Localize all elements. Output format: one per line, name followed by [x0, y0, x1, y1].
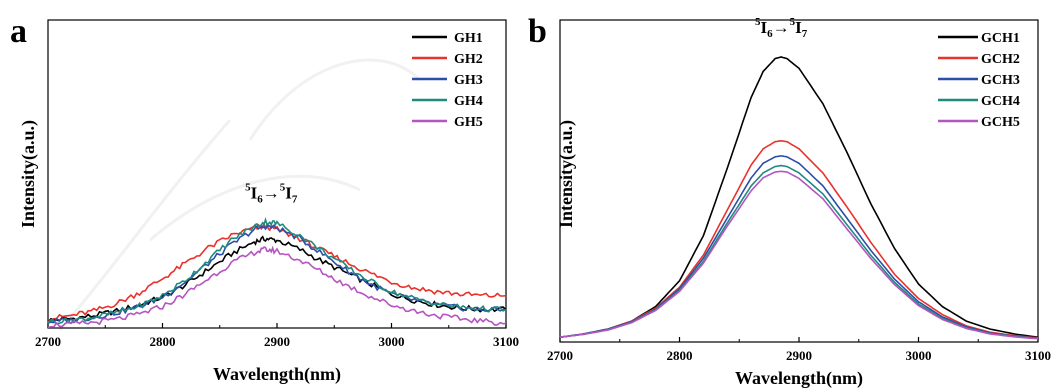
series-line-gh1 — [47, 235, 507, 323]
x-tick-label: 3100 — [1025, 348, 1051, 363]
legend-label: GCH1 — [981, 31, 1020, 46]
x-tick-label: 3000 — [379, 334, 405, 349]
x-tick-label: 2800 — [150, 334, 176, 349]
x-axis-title: Wavelength(nm) — [213, 364, 341, 385]
series-line-gch3 — [559, 155, 1039, 339]
x-axis-title: Wavelength(nm) — [735, 368, 863, 389]
y-axis-title: Intensity(a.u.) — [18, 120, 39, 228]
legend-label: GCH5 — [981, 115, 1020, 130]
legend-label: GH3 — [454, 73, 483, 88]
panel-b: 2700 2800 2900 3000 3100 GCH1 GCH2 GCH3 GCH4 GCH5… — [528, 13, 1051, 389]
watermark — [58, 58, 422, 331]
series-line-gh5 — [47, 245, 507, 329]
x-tick-label: 2700 — [35, 334, 61, 349]
x-tick-label: 2900 — [786, 348, 812, 363]
legend-label: GCH3 — [981, 73, 1020, 88]
x-tick-label: 2800 — [667, 348, 693, 363]
legend-label: GH4 — [454, 94, 483, 109]
legend-label: GCH4 — [981, 94, 1020, 109]
legend-label: GH1 — [454, 31, 483, 46]
panel-a: 2700 2800 2900 3000 3100 GH1 GH2 GH3 GH4 GH5 5I6→5… — [10, 13, 519, 385]
transition-annotation: 5I6→5I7 — [755, 16, 808, 40]
legend-label: GH2 — [454, 52, 483, 67]
series-line-gh4 — [47, 216, 507, 325]
legend-label: GH5 — [454, 115, 483, 130]
plot-frame — [47, 19, 507, 329]
series-line-gch1 — [559, 56, 1039, 338]
x-tick-label: 2700 — [547, 348, 573, 363]
series-line-gch5 — [559, 170, 1039, 340]
legend-label: GCH2 — [981, 52, 1020, 67]
series-line-gch2 — [559, 139, 1039, 339]
x-tick-label: 3000 — [906, 348, 932, 363]
transition-annotation: 5I6→5I7 — [245, 182, 298, 206]
panel-letter: a — [10, 13, 27, 50]
series-line-gch4 — [559, 164, 1039, 340]
legend: GCH1 GCH2 GCH3 GCH4 GCH5 — [938, 31, 1020, 130]
x-tick-label: 2900 — [264, 334, 290, 349]
x-tick-label: 3100 — [493, 334, 519, 349]
legend: GH1 GH2 GH3 GH4 GH5 — [412, 31, 483, 130]
y-axis-title: Intensity(a.u.) — [556, 120, 577, 228]
panel-letter: b — [528, 13, 547, 50]
